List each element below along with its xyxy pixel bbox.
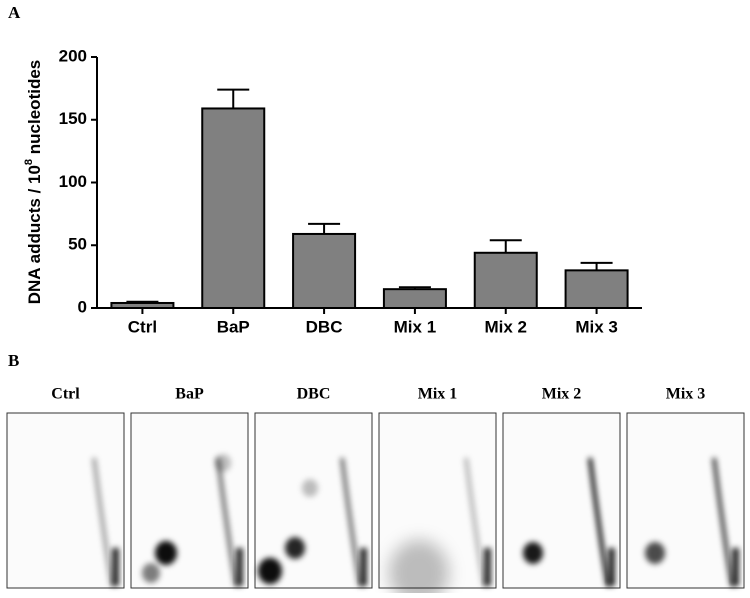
blot-edge (484, 548, 491, 586)
blot-streak (712, 457, 734, 587)
blot-streak (464, 457, 486, 587)
blot-title: BaP (175, 386, 204, 403)
bar (110, 301, 175, 310)
y-tick-label: 150 (59, 109, 87, 128)
blot-title: Mix 2 (542, 386, 582, 403)
blot-spot (155, 540, 177, 566)
x-tick-label: BaP (217, 317, 250, 336)
y-axis-label: DNA adducts / 108 nucleotides (23, 60, 45, 305)
blot-title: Mix 3 (666, 386, 706, 403)
blot-edge (732, 548, 739, 586)
bar (292, 232, 357, 309)
y-tick-label: 200 (59, 46, 87, 65)
blot-edge (112, 548, 119, 586)
x-tick-label: Mix 3 (575, 317, 618, 336)
y-label-exponent: 8 (23, 159, 35, 165)
x-tick-label: DBC (306, 317, 343, 336)
blot-title: DBC (297, 386, 331, 403)
blot-spot (645, 542, 665, 564)
bar (564, 269, 629, 310)
y-tick-label: 100 (59, 172, 87, 191)
blot-spot (258, 557, 282, 585)
blot-spot (302, 479, 318, 497)
blot-frame (502, 412, 621, 589)
panel-label: A (8, 3, 21, 22)
blot-title: Mix 1 (418, 386, 458, 403)
y-label-suffix: nucleotides (25, 60, 44, 159)
blot-frame (626, 412, 745, 589)
blot-frame (6, 412, 125, 589)
y-tick-label: 0 (78, 297, 87, 316)
bar (201, 107, 266, 309)
blot-frame (130, 412, 249, 589)
blot-spot (285, 537, 305, 559)
blot-spot (142, 563, 160, 583)
blot-streak (588, 457, 610, 587)
blot-edge (608, 548, 615, 586)
blot-edge (360, 548, 367, 586)
panel-label: B (8, 351, 19, 370)
y-label: DNA adducts / 10 (25, 165, 44, 304)
blot-spot (389, 540, 449, 598)
x-tick-label: Mix 1 (394, 317, 437, 336)
blot-spot (215, 454, 231, 472)
bar (473, 251, 538, 309)
x-tick-label: Mix 2 (484, 317, 527, 336)
y-tick-label: 50 (68, 235, 87, 254)
blots: Ctrl BaP DBC Mix 1 Mix 2 Mix 3 (6, 386, 745, 598)
blot-edge (236, 548, 243, 586)
blot-streak (216, 457, 238, 587)
blot-title: Ctrl (51, 386, 80, 403)
blot-streak (92, 457, 114, 587)
bar (382, 288, 447, 309)
blot-spot (523, 542, 543, 564)
x-tick-label: Ctrl (128, 317, 157, 336)
blot-streak (340, 457, 362, 587)
